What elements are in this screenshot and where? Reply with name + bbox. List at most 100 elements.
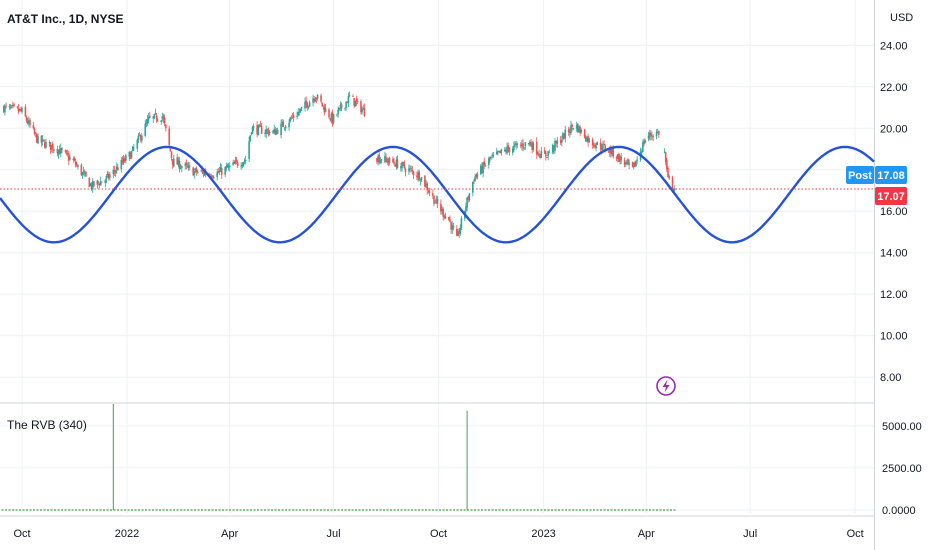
candle-up <box>275 128 278 135</box>
time-tick-label: 2022 <box>115 528 139 540</box>
candle-up <box>648 129 651 141</box>
candle-body <box>99 181 102 186</box>
candle-body <box>42 139 45 141</box>
candle-body <box>600 147 603 151</box>
candle-up <box>153 113 156 120</box>
candle-body <box>648 132 651 137</box>
candle-body <box>244 160 247 161</box>
candle-down <box>256 121 258 138</box>
candle-body <box>257 125 260 136</box>
candle-body <box>580 129 583 133</box>
candle-down <box>163 114 166 127</box>
candle-body <box>299 108 302 112</box>
candle-body <box>667 167 669 177</box>
post-value-bg <box>875 166 907 184</box>
candle-up <box>288 119 290 131</box>
price-tick-label: 22.00 <box>880 82 908 94</box>
candle-down <box>559 136 562 146</box>
candle-up <box>83 169 86 177</box>
candle-body <box>139 135 142 140</box>
candle-down <box>315 97 318 104</box>
candle-body <box>105 176 108 180</box>
candle-up <box>362 104 365 110</box>
candle-body <box>266 129 269 131</box>
candle-body <box>616 154 619 159</box>
candle-up <box>626 159 628 166</box>
candle-up <box>616 154 619 163</box>
candle-body <box>96 180 99 185</box>
candle-down <box>394 163 397 167</box>
candle-down <box>567 126 570 136</box>
price-axis-unit: USD <box>890 12 913 24</box>
candle-up <box>161 112 164 122</box>
candle-down <box>25 115 28 123</box>
candle-down <box>489 156 491 163</box>
candle-down <box>165 124 167 132</box>
candle-up <box>482 161 484 178</box>
candle-down <box>410 165 412 173</box>
candle-body <box>104 180 107 184</box>
candle-up <box>216 168 218 181</box>
candle-up <box>114 169 117 177</box>
candle-up <box>298 108 301 116</box>
candle-body <box>596 141 599 145</box>
candle-up <box>109 172 111 181</box>
candle-down <box>329 118 331 122</box>
candle-body <box>171 159 174 165</box>
candle-down <box>313 95 315 104</box>
candle-down <box>85 171 87 178</box>
candle-body <box>316 94 319 99</box>
candle-up <box>401 161 403 172</box>
candle-up <box>588 137 591 143</box>
candle-body <box>292 115 295 118</box>
candle-up <box>10 104 13 109</box>
candle-body <box>619 156 621 162</box>
candlestick-series <box>2 91 676 238</box>
candle-up <box>122 154 125 165</box>
time-tick-label: Oct <box>430 528 447 540</box>
candle-down <box>378 151 381 165</box>
time-tick-label: Oct <box>847 528 864 540</box>
candle-down <box>577 123 579 133</box>
candle-body <box>170 151 173 158</box>
candle-body <box>492 154 495 157</box>
candle-body <box>511 148 514 153</box>
candle-up <box>344 107 346 111</box>
candle-down <box>211 174 214 179</box>
candle-body <box>587 136 589 143</box>
candle-up <box>99 176 102 186</box>
candle-body <box>268 131 271 134</box>
candle-body <box>604 145 607 151</box>
candle-up <box>339 101 342 111</box>
candle-down <box>220 163 223 179</box>
candle-body <box>404 169 407 173</box>
candle-body <box>114 171 117 173</box>
candle-body <box>521 144 523 146</box>
candle-body <box>5 105 7 107</box>
candle-down <box>450 221 452 234</box>
candle-body <box>380 159 383 161</box>
candle-body <box>194 168 197 171</box>
candle-body <box>378 155 381 163</box>
candle-body <box>248 141 250 159</box>
candle-body <box>249 135 252 141</box>
candle-body <box>192 167 194 176</box>
candle-body <box>120 159 123 170</box>
candle-down <box>331 109 334 127</box>
candle-body <box>420 177 423 181</box>
candle-body <box>640 151 643 153</box>
candle-up <box>460 216 463 230</box>
candle-body <box>387 161 390 163</box>
price-tick-label: 20.00 <box>880 123 908 135</box>
candle-down <box>149 111 151 119</box>
candle-body <box>346 101 349 104</box>
candle-up <box>487 156 490 169</box>
candle-down <box>154 108 157 116</box>
candle-down <box>195 166 198 176</box>
candle-down <box>516 142 519 149</box>
candle-up <box>656 128 659 134</box>
candle-body <box>651 135 653 137</box>
candle-body <box>226 164 229 168</box>
candle-body <box>141 135 143 141</box>
candle-up <box>299 108 302 113</box>
